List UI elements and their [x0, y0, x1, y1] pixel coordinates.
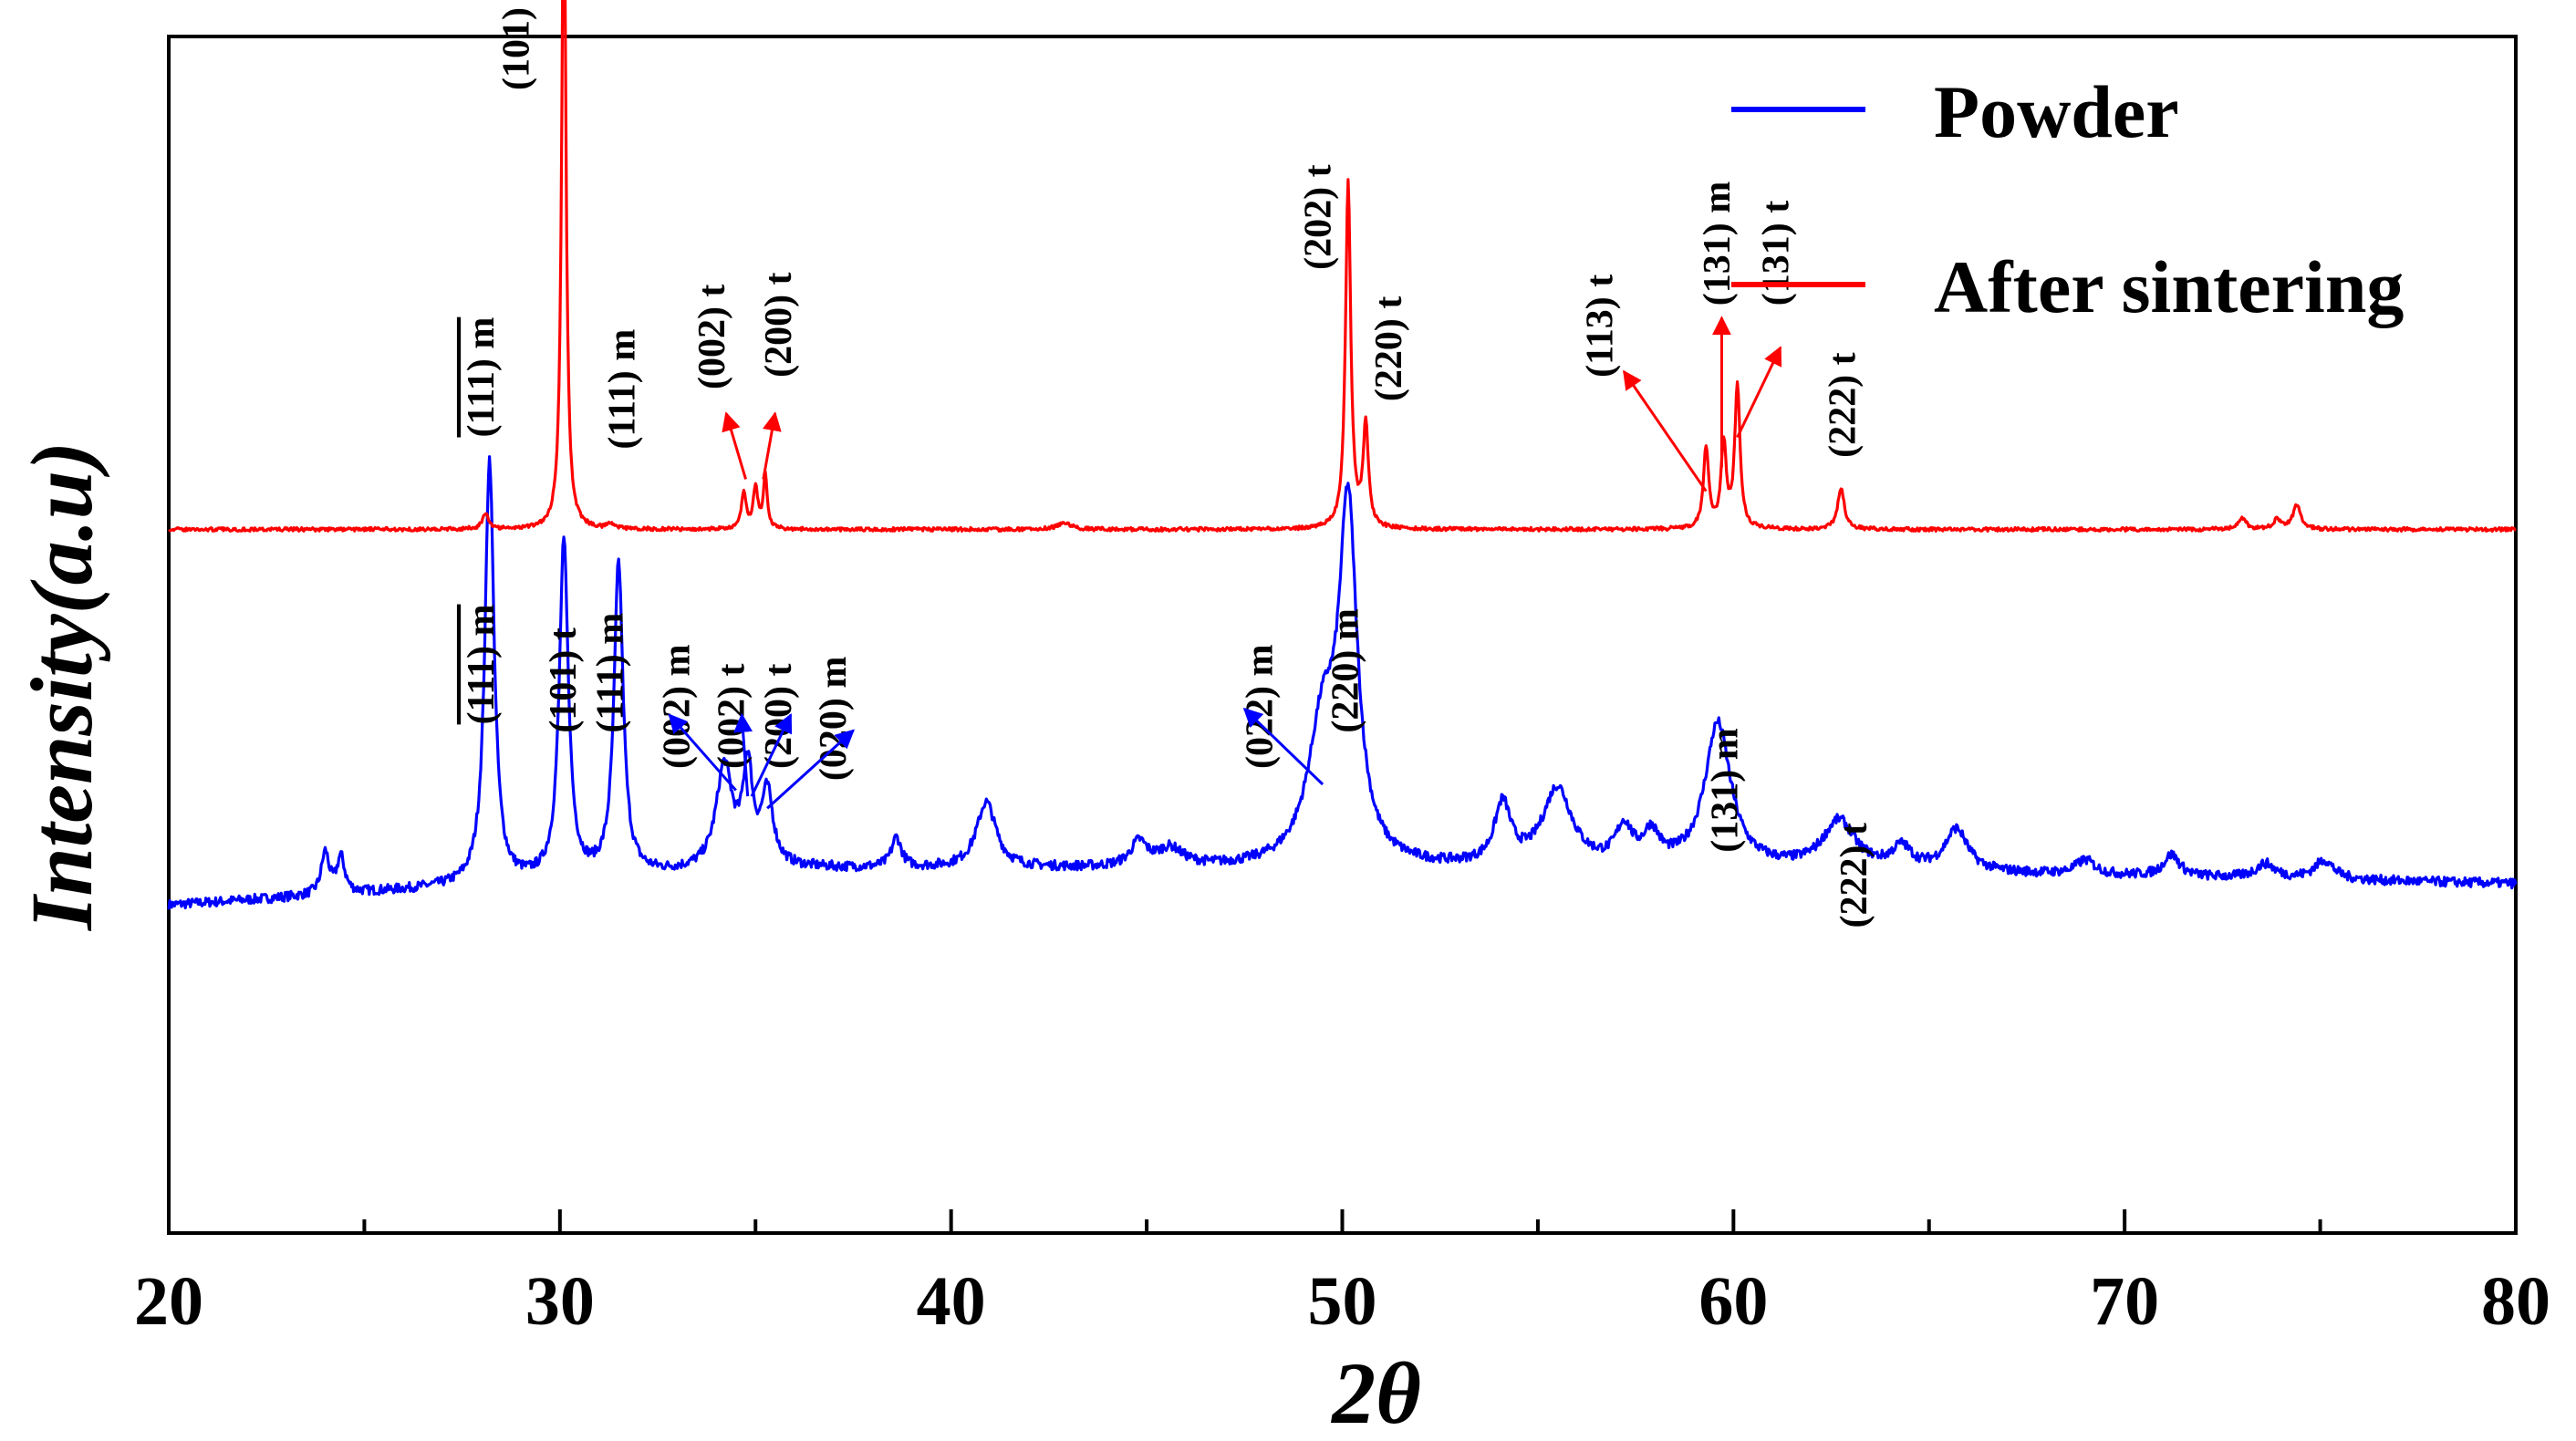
- peak-label: (113) t: [1579, 275, 1621, 378]
- annotation-arrow: [722, 411, 747, 480]
- peak-label: (002) t: [691, 285, 733, 389]
- annotation-arrow: [733, 712, 753, 797]
- peak-label: (131) m: [1705, 728, 1747, 852]
- x-tick-label: 60: [1698, 1263, 1768, 1340]
- x-axis-title: 2θ: [1330, 1344, 1421, 1441]
- series-line-powder: [167, 455, 2518, 910]
- annotation-arrow: [750, 713, 793, 797]
- x-tick-label: 20: [134, 1263, 203, 1340]
- annotation-layer: (101) t(111) m (111) m (002) t (200) t(202)…: [461, 0, 1875, 928]
- legend-label-after-sintering: After sintering: [1934, 245, 2404, 328]
- annotation-arrow: [1242, 707, 1324, 786]
- annotation-arrow: [766, 729, 856, 810]
- peak-label: (111) m: [601, 329, 643, 450]
- x-tick-label: 50: [1308, 1263, 1377, 1340]
- peak-label: (202) t: [1298, 164, 1340, 269]
- annotation-arrow: [762, 411, 782, 480]
- peak-label: (220) m: [1325, 608, 1367, 732]
- series-layer: [167, 0, 2518, 910]
- peak-label: (002) t: [711, 663, 753, 768]
- peak-label: (131) t: [1755, 201, 1797, 306]
- tick-layer: 20 30 40 50 60 70 80: [134, 1209, 2550, 1340]
- annotation-arrow: [1736, 346, 1782, 439]
- legend-label-powder: Powder: [1934, 70, 2179, 153]
- y-axis-title: Intensity(a.u): [13, 441, 110, 931]
- peak-label: (101) t: [543, 627, 585, 732]
- peak-label: (111) m: [589, 613, 631, 733]
- peak-label: (200) t: [758, 663, 800, 768]
- series-line-after-sintering: [168, 0, 2517, 533]
- peak-label: (222) t: [1833, 823, 1875, 928]
- annotation-arrow: [668, 713, 737, 792]
- peak-label: (222) t: [1822, 352, 1864, 457]
- peak-label: (111) m: [461, 317, 503, 438]
- legend: Powder After sintering: [1731, 70, 2404, 328]
- x-tick-label: 30: [525, 1263, 595, 1340]
- peak-label: (220) t: [1368, 296, 1410, 401]
- peak-label: (200) t: [758, 272, 800, 377]
- annotation-arrow: [1623, 369, 1708, 492]
- peak-label: (002) m: [656, 644, 698, 768]
- peak-label: (022) m: [1239, 644, 1281, 768]
- peak-label: (101) t: [496, 0, 538, 90]
- x-tick-label: 70: [2090, 1263, 2159, 1340]
- x-tick-label: 80: [2481, 1263, 2550, 1340]
- x-tick-label: 40: [917, 1263, 986, 1340]
- peak-label: (111) m: [461, 605, 503, 725]
